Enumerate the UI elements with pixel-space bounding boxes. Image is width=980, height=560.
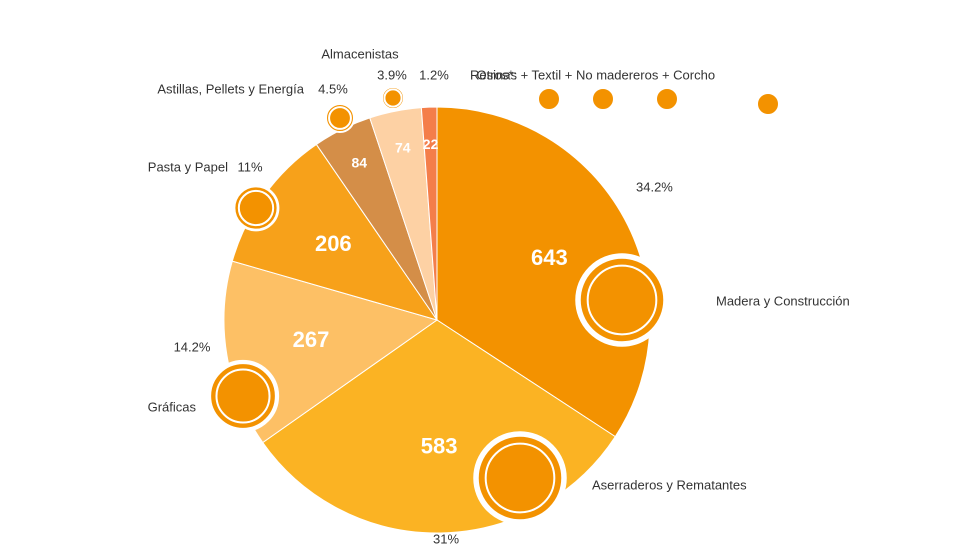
category-label: Almacenistas [321,46,399,61]
icon [575,253,669,347]
icon [473,431,567,525]
category-label: Madera y Construcción [716,293,850,308]
value-label: 643 [531,245,568,270]
icon-ring [383,88,403,108]
value-label: 583 [421,434,458,459]
value-label: 206 [315,231,352,256]
value-label: 74 [395,139,411,155]
share-label: 31% [433,531,459,546]
category-label: Astillas, Pellets y Energía [157,81,304,96]
share-label: 1.2% [419,67,449,82]
share-label: 34.2% [636,179,673,194]
pie-slice [436,106,651,438]
value-label: 84 [351,154,367,170]
icon-ring [328,106,352,130]
value-label: 22 [423,136,439,152]
value-label: 267 [293,327,330,352]
otros-detail: Resinas + Textil + No madereros + Corcho [470,67,715,82]
icon [206,359,280,433]
category-label: Otros*: [477,67,517,82]
pie-slice [420,106,438,321]
icon-ring [586,264,658,336]
share-label: 3.9% [377,67,407,82]
icon-ring [237,189,275,227]
icon [537,87,561,111]
icon [655,87,679,111]
icon-ring [484,442,556,514]
icon-ring [215,368,271,424]
icon [756,92,780,116]
category-label: Aserraderos y Rematantes [592,477,747,492]
share-label: 4.5% [318,81,348,96]
share-label: 11% [237,159,262,174]
icon [232,184,280,232]
category-label: Pasta y Papel [148,159,228,174]
category-label: Gráficas [148,399,197,414]
share-label: 14.2% [174,339,211,354]
icon [591,87,615,111]
icon [325,103,355,133]
